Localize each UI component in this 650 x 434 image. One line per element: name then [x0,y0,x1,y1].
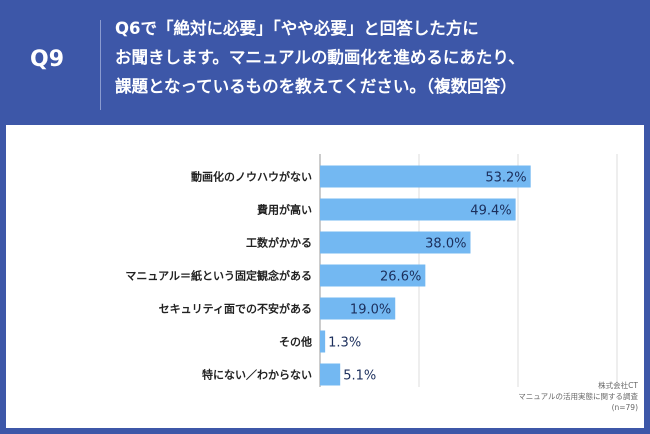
bar [320,165,531,188]
source-survey: マニュアルの活用実態に関する調査 [518,392,638,401]
value-label: 19.0% [350,303,391,318]
category-label: セキュリティ面での不安がある [159,302,312,316]
value-label: 49.4% [470,204,511,219]
category-label: 動画化のノウハウがない [191,170,312,184]
question-label: Q9 [30,47,65,72]
source-company: 株式会社CT [598,381,638,390]
category-label: 特にない／わからない [202,368,312,382]
category-label: その他 [279,335,312,349]
question-line: 課題となっているものを教えてください。（複数回答） [115,77,517,96]
category-label: 工数がかかる [246,236,312,250]
bar [320,198,516,221]
bar [320,264,426,287]
divider [100,20,101,110]
bar [320,231,471,254]
value-label: 53.2% [485,171,526,186]
brand-logo: リサピー [8,405,77,424]
source-note: 株式会社CT マニュアルの活用実態に関する調査 (n=79) [518,380,638,413]
category-label: マニュアル＝紙という固定観念がある [125,269,312,283]
question-line: Q6で「絶対に必要」「やや必要」と回答した方に [115,19,479,38]
bar [320,297,396,320]
bar [320,363,341,386]
source-sample-size: (n=79) [611,403,638,412]
value-label: 1.3% [328,336,361,351]
question-line: お聞きします。マニュアルの動画化を進めるにあたり、 [115,48,525,67]
question-text: Q6で「絶対に必要」「やや必要」と回答した方に お聞きします。マニュアルの動画化… [115,14,635,101]
header: Q9 Q6で「絶対に必要」「やや必要」と回答した方に お聞きします。マニュアルの… [0,0,650,125]
logo-icon [8,409,22,423]
value-label: 26.6% [380,270,421,285]
value-label: 38.0% [425,237,466,252]
bar [320,330,326,353]
category-label: 費用が高い [256,203,312,217]
logo-text: リサピー [25,409,78,424]
value-label: 5.1% [343,369,376,384]
